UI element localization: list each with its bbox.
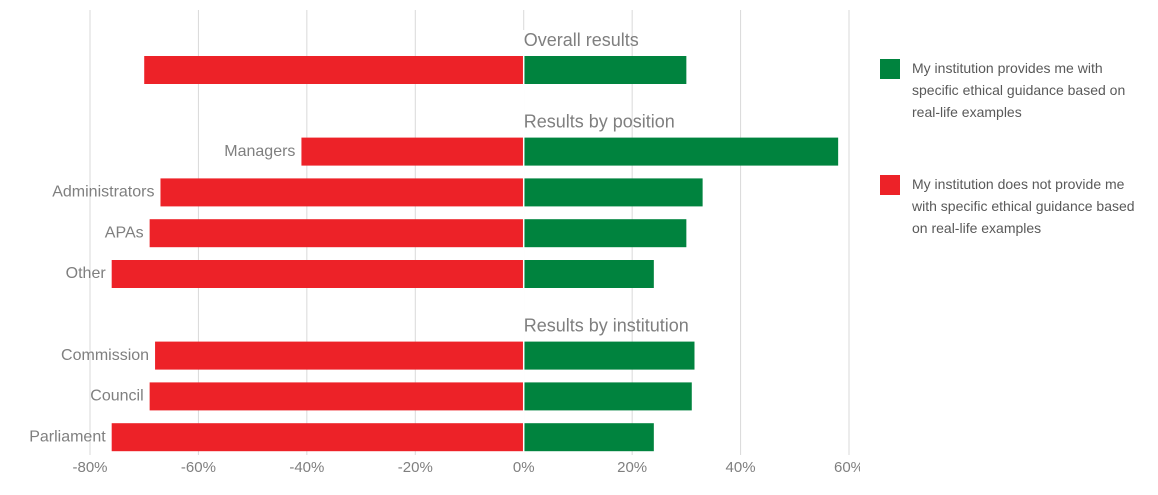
- bar: [149, 382, 524, 411]
- group-title: Results by position: [524, 111, 675, 131]
- legend-item: My institution provides me with specific…: [880, 57, 1152, 123]
- bar: [523, 260, 654, 288]
- legend-label: My institution provides me with specific…: [912, 60, 1126, 120]
- category-label: Parliament: [29, 428, 106, 445]
- category-label: Council: [90, 388, 143, 405]
- group-title: Overall results: [524, 30, 639, 50]
- x-tick-label: -20%: [398, 459, 433, 476]
- x-tick-label: -80%: [72, 459, 107, 476]
- bar: [149, 219, 524, 248]
- legend-item: My institution does not provide me with …: [880, 173, 1152, 239]
- bar: [523, 137, 839, 166]
- category-label: Administrators: [52, 184, 154, 201]
- bar: [160, 178, 524, 207]
- category-label: Commission: [61, 347, 149, 364]
- x-tick-label: 60%: [834, 459, 860, 476]
- bar: [523, 219, 687, 248]
- bar: [155, 341, 524, 370]
- category-label: APAs: [105, 224, 144, 241]
- x-tick-label: -60%: [181, 459, 216, 476]
- category-label: Managers: [224, 143, 295, 160]
- bar: [111, 423, 524, 452]
- x-tick-label: 40%: [726, 459, 756, 476]
- x-tick-label: 0%: [513, 459, 535, 476]
- bar: [523, 56, 687, 84]
- legend-label: My institution does not provide me with …: [912, 176, 1135, 236]
- group-title: Results by institution: [524, 315, 689, 335]
- bar: [144, 56, 524, 84]
- bar: [523, 382, 692, 411]
- chart: -80% -60% -40% -20% 0% 20% 40% 60% Overall resul…: [29, 10, 860, 476]
- bar: [523, 341, 695, 370]
- bar: [523, 178, 703, 207]
- x-tick-label: -40%: [289, 459, 324, 476]
- legend-swatch: [880, 175, 900, 195]
- bar: [523, 423, 654, 452]
- bar: [301, 137, 524, 166]
- category-label: Other: [66, 265, 107, 282]
- x-tick-label: 20%: [617, 459, 647, 476]
- legend-swatch: [880, 59, 900, 79]
- bar: [111, 260, 524, 288]
